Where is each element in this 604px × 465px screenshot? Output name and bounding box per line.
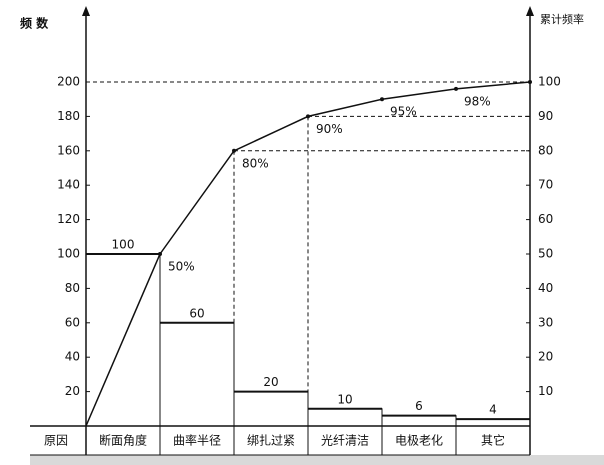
x-tick-label: 光纤清洁 [321,434,369,448]
y2-tick-label: 40 [538,281,553,295]
y-tick-label: 60 [65,315,80,329]
x-tick-label: 曲率半径 [173,433,221,448]
bar-value-label: 100 [112,238,135,252]
y2-tick-label: 60 [538,212,553,226]
bar [381,415,457,427]
bottom-band [30,455,604,465]
y2-tick-label: 80 [538,143,553,157]
row-label: 原因 [44,434,68,448]
y2-tick-label: 30 [538,315,553,329]
cumulative-label: 80% [242,156,269,170]
y2-tick-label: 20 [538,350,553,364]
y-arrow [82,6,90,16]
y-tick-label: 100 [57,247,80,261]
y2-arrow [526,6,534,16]
y-tick-label: 120 [57,212,80,226]
bar [307,408,383,427]
bar-value-label: 4 [489,403,497,417]
x-tick-label: 电极老化 [395,434,443,448]
y-tick-label: 180 [57,109,80,123]
cumulative-label: 50% [168,260,195,274]
bar-value-label: 6 [415,399,423,413]
cumulative-label: 95% [390,105,417,119]
cumulative-line [159,81,531,255]
y2-tick-label: 90 [538,109,553,123]
y2-tick-label: 50 [538,247,553,261]
x-tick-label: 其它 [481,433,505,448]
bar-value-label: 20 [263,375,278,389]
y-tick-label: 200 [57,75,80,89]
cumulative-origin [85,253,161,427]
bar [159,322,235,427]
y2-axis-label: 累计频率 [540,12,584,26]
y-tick-label: 80 [65,281,80,295]
y-tick-label: 40 [65,350,80,364]
y2-tick-label: 100 [538,75,561,89]
cumulative-label: 90% [316,122,343,136]
y2-tick-label: 70 [538,178,553,192]
x-tick-label: 绑扎过紧 [247,434,295,448]
cumulative-label: 98% [464,94,491,108]
x-tick-label: 断面角度 [99,433,147,448]
y-axis-label: 频 数 [20,16,49,31]
bar [233,391,309,427]
bar-value-label: 60 [189,306,204,320]
y-tick-label: 20 [65,384,80,398]
y-tick-label: 140 [57,178,80,192]
y2-tick-label: 10 [538,384,553,398]
y-tick-label: 160 [57,143,80,157]
bar-value-label: 10 [337,392,352,406]
bar [455,418,531,427]
